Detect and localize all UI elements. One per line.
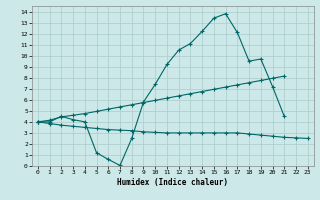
X-axis label: Humidex (Indice chaleur): Humidex (Indice chaleur) [117,178,228,187]
